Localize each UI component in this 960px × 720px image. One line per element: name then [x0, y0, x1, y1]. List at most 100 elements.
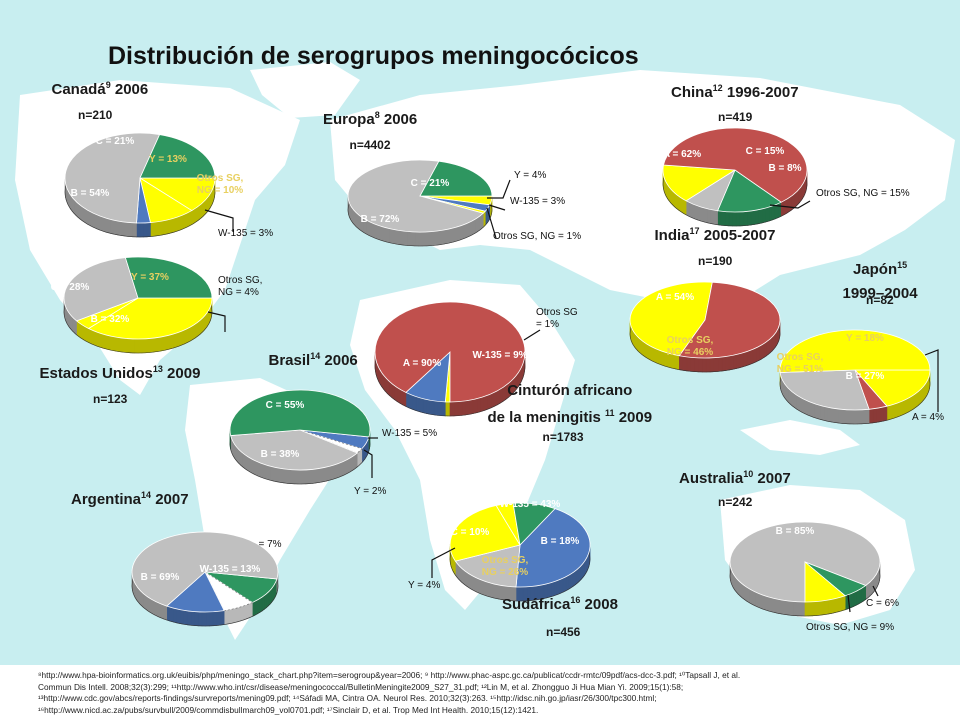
pie-slice-side	[568, 573, 572, 590]
pie-slice-side	[94, 330, 99, 347]
pie-slice-side	[405, 391, 410, 409]
pie-slice-side	[174, 331, 179, 348]
pie-slice-side	[710, 209, 715, 225]
slice-label: W-135 = 5%	[382, 428, 437, 439]
slice-label: Otros SG = 1%	[536, 307, 578, 330]
pie-slice-side	[705, 357, 711, 373]
pie-slice	[229, 389, 371, 438]
pie-slice-side	[260, 462, 264, 479]
pie-slice-side	[834, 408, 839, 424]
references: ⁸http://www.hpa-bioinformatics.org.uk/eu…	[38, 670, 938, 716]
pie-slice-side	[827, 406, 832, 423]
pie-slice-side	[87, 209, 91, 227]
page-title: Distribución de serogrupos meningocócico…	[108, 42, 639, 70]
pie-slice-side	[853, 409, 858, 425]
pie-chart-europa: Y = 4% W-135 = 3% Otros SG, NG = 1% B = 72%…	[347, 159, 581, 247]
pie-slice-side	[194, 611, 199, 627]
pie-slice-side	[240, 605, 244, 622]
pie-slice-side	[308, 469, 313, 485]
pie-slice-side	[183, 609, 188, 626]
pie-slice-side	[79, 204, 83, 222]
region-name: Europa8 2006	[323, 110, 418, 128]
pie-slice-side	[414, 231, 419, 247]
pie-slice-side	[559, 577, 564, 594]
pie-slice-side	[461, 567, 465, 586]
pie-slice-side	[391, 382, 395, 401]
pie-slice-side	[433, 230, 438, 246]
pie-slice-side	[276, 467, 281, 483]
pie-slice-side	[153, 337, 158, 353]
pie-slice-side	[195, 321, 199, 339]
pie-slice-side	[399, 230, 404, 246]
pie-slice-side	[476, 215, 480, 233]
pie-slice-side	[911, 394, 915, 411]
pie-slice-side	[373, 223, 377, 240]
callout-line	[847, 594, 851, 613]
pie-slice-side	[820, 405, 825, 421]
pie-slice-side	[686, 356, 691, 372]
pie-slice-side	[823, 406, 828, 422]
pie-slice	[139, 134, 216, 179]
pie-slice-side	[838, 596, 843, 613]
slice-label: Y = 4%	[514, 170, 546, 181]
pie-slice-side	[690, 356, 695, 372]
pie-slice-side	[791, 391, 795, 409]
pie-slice	[347, 159, 485, 233]
pie-slice-side	[77, 202, 81, 220]
pie-slice-side	[338, 461, 343, 478]
pie-slice-side	[163, 604, 168, 621]
slice-label: B = 32%	[91, 314, 130, 325]
pie-slice-side	[831, 598, 836, 614]
region-name: Cinturón africano de la meningitis 11 200…	[487, 382, 653, 426]
pie-slice-side	[732, 211, 737, 227]
pie-slice-side	[386, 378, 390, 397]
pie-slice-side	[867, 581, 871, 599]
callout-line	[769, 200, 811, 209]
pie-slice-side	[172, 217, 177, 233]
pie-slice-side	[640, 339, 644, 357]
callout-line	[872, 585, 879, 597]
pie-slice-side	[661, 350, 666, 367]
pie-slice-side	[743, 351, 748, 368]
pie-slice	[87, 297, 213, 340]
pie-slice-side	[436, 230, 442, 246]
pie-slice-side	[658, 349, 663, 366]
pie-slice-side	[749, 348, 754, 365]
callout-line	[487, 179, 511, 199]
pie-slice-side	[807, 400, 811, 417]
region-name: Estados Unidos13 2009	[39, 364, 201, 382]
pie-slice-side	[403, 230, 408, 246]
greenland-landmass	[250, 62, 360, 118]
slice-label: W-135 = 3%	[218, 228, 273, 239]
pie-slice-side	[868, 408, 874, 424]
pie-slice	[512, 502, 556, 546]
pie-slice-side	[460, 224, 465, 241]
pie-slice-side	[399, 388, 404, 406]
slice-label: B = 27%	[846, 371, 885, 382]
pie-slice-side	[190, 610, 195, 626]
pie-slice-side	[262, 594, 265, 612]
pie-slice-side	[269, 465, 274, 482]
eurasia-landmass	[330, 70, 955, 300]
pie-slice-side	[341, 460, 346, 477]
pie-slice-side	[192, 323, 196, 340]
pie-slice-side	[834, 597, 839, 614]
pie-slice-side	[301, 469, 306, 485]
pie-slice	[663, 127, 808, 203]
pie-slice-side	[447, 401, 451, 417]
pie-slice-side	[447, 228, 452, 244]
pie-slice-side	[157, 220, 163, 237]
pie-slice-side	[349, 455, 354, 473]
pie-slice	[515, 508, 591, 588]
pie-slice-side	[761, 207, 766, 224]
pie-slice	[717, 169, 783, 213]
pie-slice-side	[151, 598, 155, 616]
pie-slice-side	[796, 394, 800, 412]
pie-slice-side	[763, 595, 768, 612]
pie-slice-side	[856, 589, 860, 606]
slice-label: Y = 18%	[846, 333, 884, 344]
pie-slice-side	[393, 384, 398, 402]
pie-slice	[230, 429, 358, 471]
slice-label: C = 55%	[266, 400, 305, 411]
pie-slice-side	[893, 402, 898, 419]
